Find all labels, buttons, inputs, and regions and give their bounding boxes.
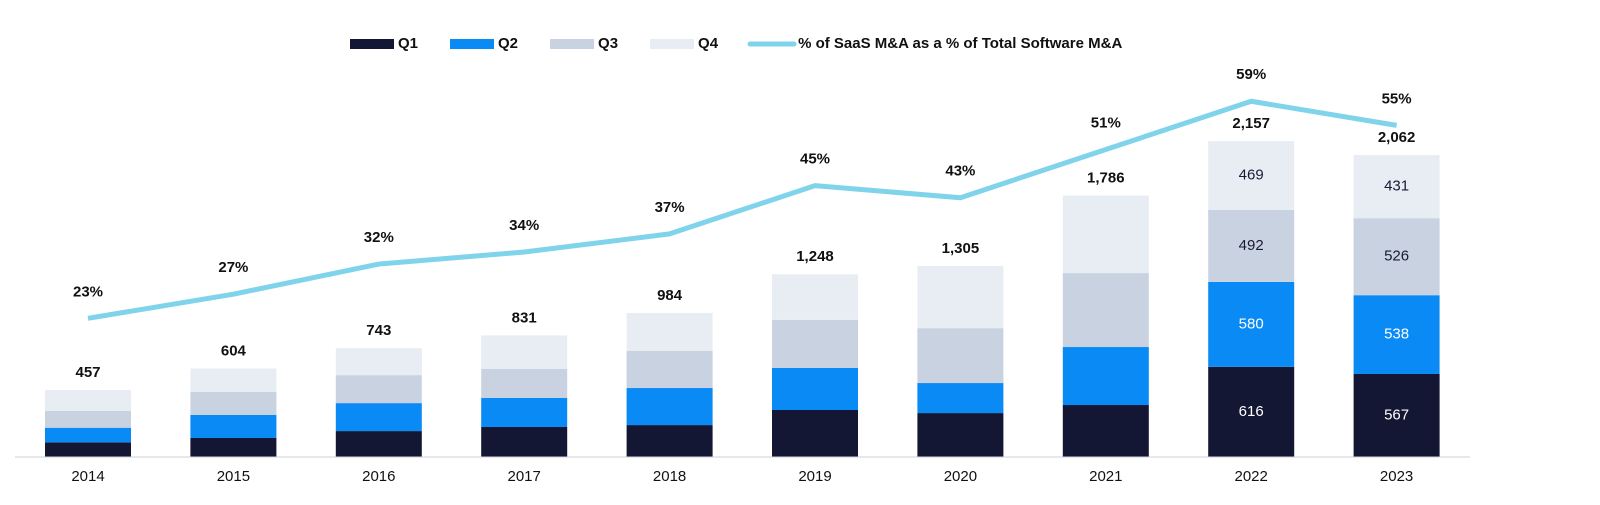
- bar-segment: [1062, 347, 1149, 406]
- line-label: 37%: [655, 199, 685, 216]
- total-label: 831: [512, 309, 537, 326]
- bar-segment: [45, 442, 131, 457]
- legend-label: % of SaaS M&A as a % of Total Software M…: [798, 35, 1122, 52]
- bar-segment: [772, 274, 858, 320]
- total-label: 1,248: [796, 248, 834, 265]
- legend-swatch: [450, 39, 495, 49]
- x-tick-label: 2018: [653, 468, 686, 485]
- bar-segment: [45, 427, 131, 443]
- legend-label: Q1: [398, 35, 418, 52]
- line-label: 27%: [218, 259, 248, 276]
- segment-label: 526: [1384, 248, 1409, 265]
- line: [87, 98, 1398, 321]
- x-tick-label: 2019: [798, 468, 831, 485]
- bar-segment: [772, 367, 858, 410]
- bar-segment: [626, 425, 713, 457]
- bar-segment: [190, 437, 277, 457]
- legend-label: Q2: [498, 35, 518, 52]
- bar-segment: [772, 409, 858, 457]
- legend-swatch: [650, 39, 695, 49]
- segment-label: 580: [1239, 315, 1264, 332]
- bar-segment: [1353, 155, 1440, 219]
- bar-segment: [190, 414, 277, 438]
- legend-swatch: [550, 39, 595, 49]
- total-label: 457: [75, 364, 100, 381]
- bar-segment: [45, 410, 131, 428]
- bar-segment: [917, 328, 1004, 384]
- segment-label: 567: [1384, 406, 1409, 423]
- total-label: 604: [221, 343, 247, 360]
- x-tick-label: 2021: [1089, 468, 1122, 485]
- line-label: 32%: [364, 229, 394, 246]
- legend-label: Q3: [598, 35, 618, 52]
- bar-segment: [1062, 195, 1149, 274]
- line-label: 34%: [509, 217, 539, 234]
- bar-segment: [1353, 373, 1440, 457]
- bar-segment: [1353, 218, 1440, 296]
- bar-segment: [917, 413, 1004, 457]
- bar-segment: [1353, 295, 1440, 374]
- segment-label: 616: [1239, 403, 1264, 420]
- line-label: 55%: [1382, 90, 1412, 107]
- x-tick-label: 2015: [217, 468, 250, 485]
- bar-segment: [481, 368, 568, 398]
- bar-segment: [335, 348, 422, 376]
- bar-segment: [626, 312, 713, 351]
- segment-label: 431: [1384, 178, 1409, 195]
- bar-segment: [1208, 209, 1295, 282]
- bar-segment: [45, 390, 131, 411]
- bar-segment: [626, 388, 713, 426]
- total-label: 2,062: [1378, 129, 1416, 146]
- bar-segment: [335, 431, 422, 457]
- legend-swatch: [350, 39, 394, 49]
- bar-segment: [481, 335, 568, 369]
- legend-label: Q4: [698, 35, 719, 52]
- bar-segment: [917, 383, 1004, 414]
- bar-segment: [1208, 366, 1295, 457]
- x-tick-label: 2020: [944, 468, 977, 485]
- x-tick-label: 2017: [508, 468, 541, 485]
- x-tick-label: 2014: [71, 468, 104, 485]
- total-label: 984: [657, 287, 683, 304]
- bar-segment: [190, 391, 277, 415]
- bar-segment: [190, 368, 277, 392]
- bar-segment: [917, 265, 1004, 329]
- line-label: 45%: [800, 151, 830, 168]
- line-label: 43%: [945, 163, 975, 180]
- segment-label: 492: [1239, 237, 1264, 254]
- bar-segment: [1062, 405, 1149, 457]
- line-label: 51%: [1091, 114, 1121, 131]
- bar-segment: [1062, 273, 1149, 348]
- total-label: 2,157: [1232, 115, 1270, 132]
- line-label: 59%: [1236, 66, 1266, 83]
- x-tick-label: 2023: [1380, 468, 1413, 485]
- bar-segment: [335, 375, 422, 404]
- bar-segment: [481, 426, 568, 457]
- x-tick-label: 2022: [1235, 468, 1268, 485]
- total-label: 743: [366, 322, 391, 339]
- x-tick-label: 2016: [362, 468, 395, 485]
- total-label: 1,786: [1087, 169, 1125, 186]
- bar-segment: [1208, 281, 1295, 367]
- bar-segment: [481, 397, 568, 427]
- segment-label: 538: [1384, 326, 1409, 343]
- segment-label: 469: [1239, 166, 1264, 183]
- bar-segment: [1208, 141, 1295, 210]
- total-label: 1,305: [942, 240, 980, 257]
- line-label: 23%: [73, 283, 103, 300]
- bar-segment: [335, 403, 422, 432]
- bar-segment: [772, 319, 858, 368]
- bar-segment: [626, 350, 713, 389]
